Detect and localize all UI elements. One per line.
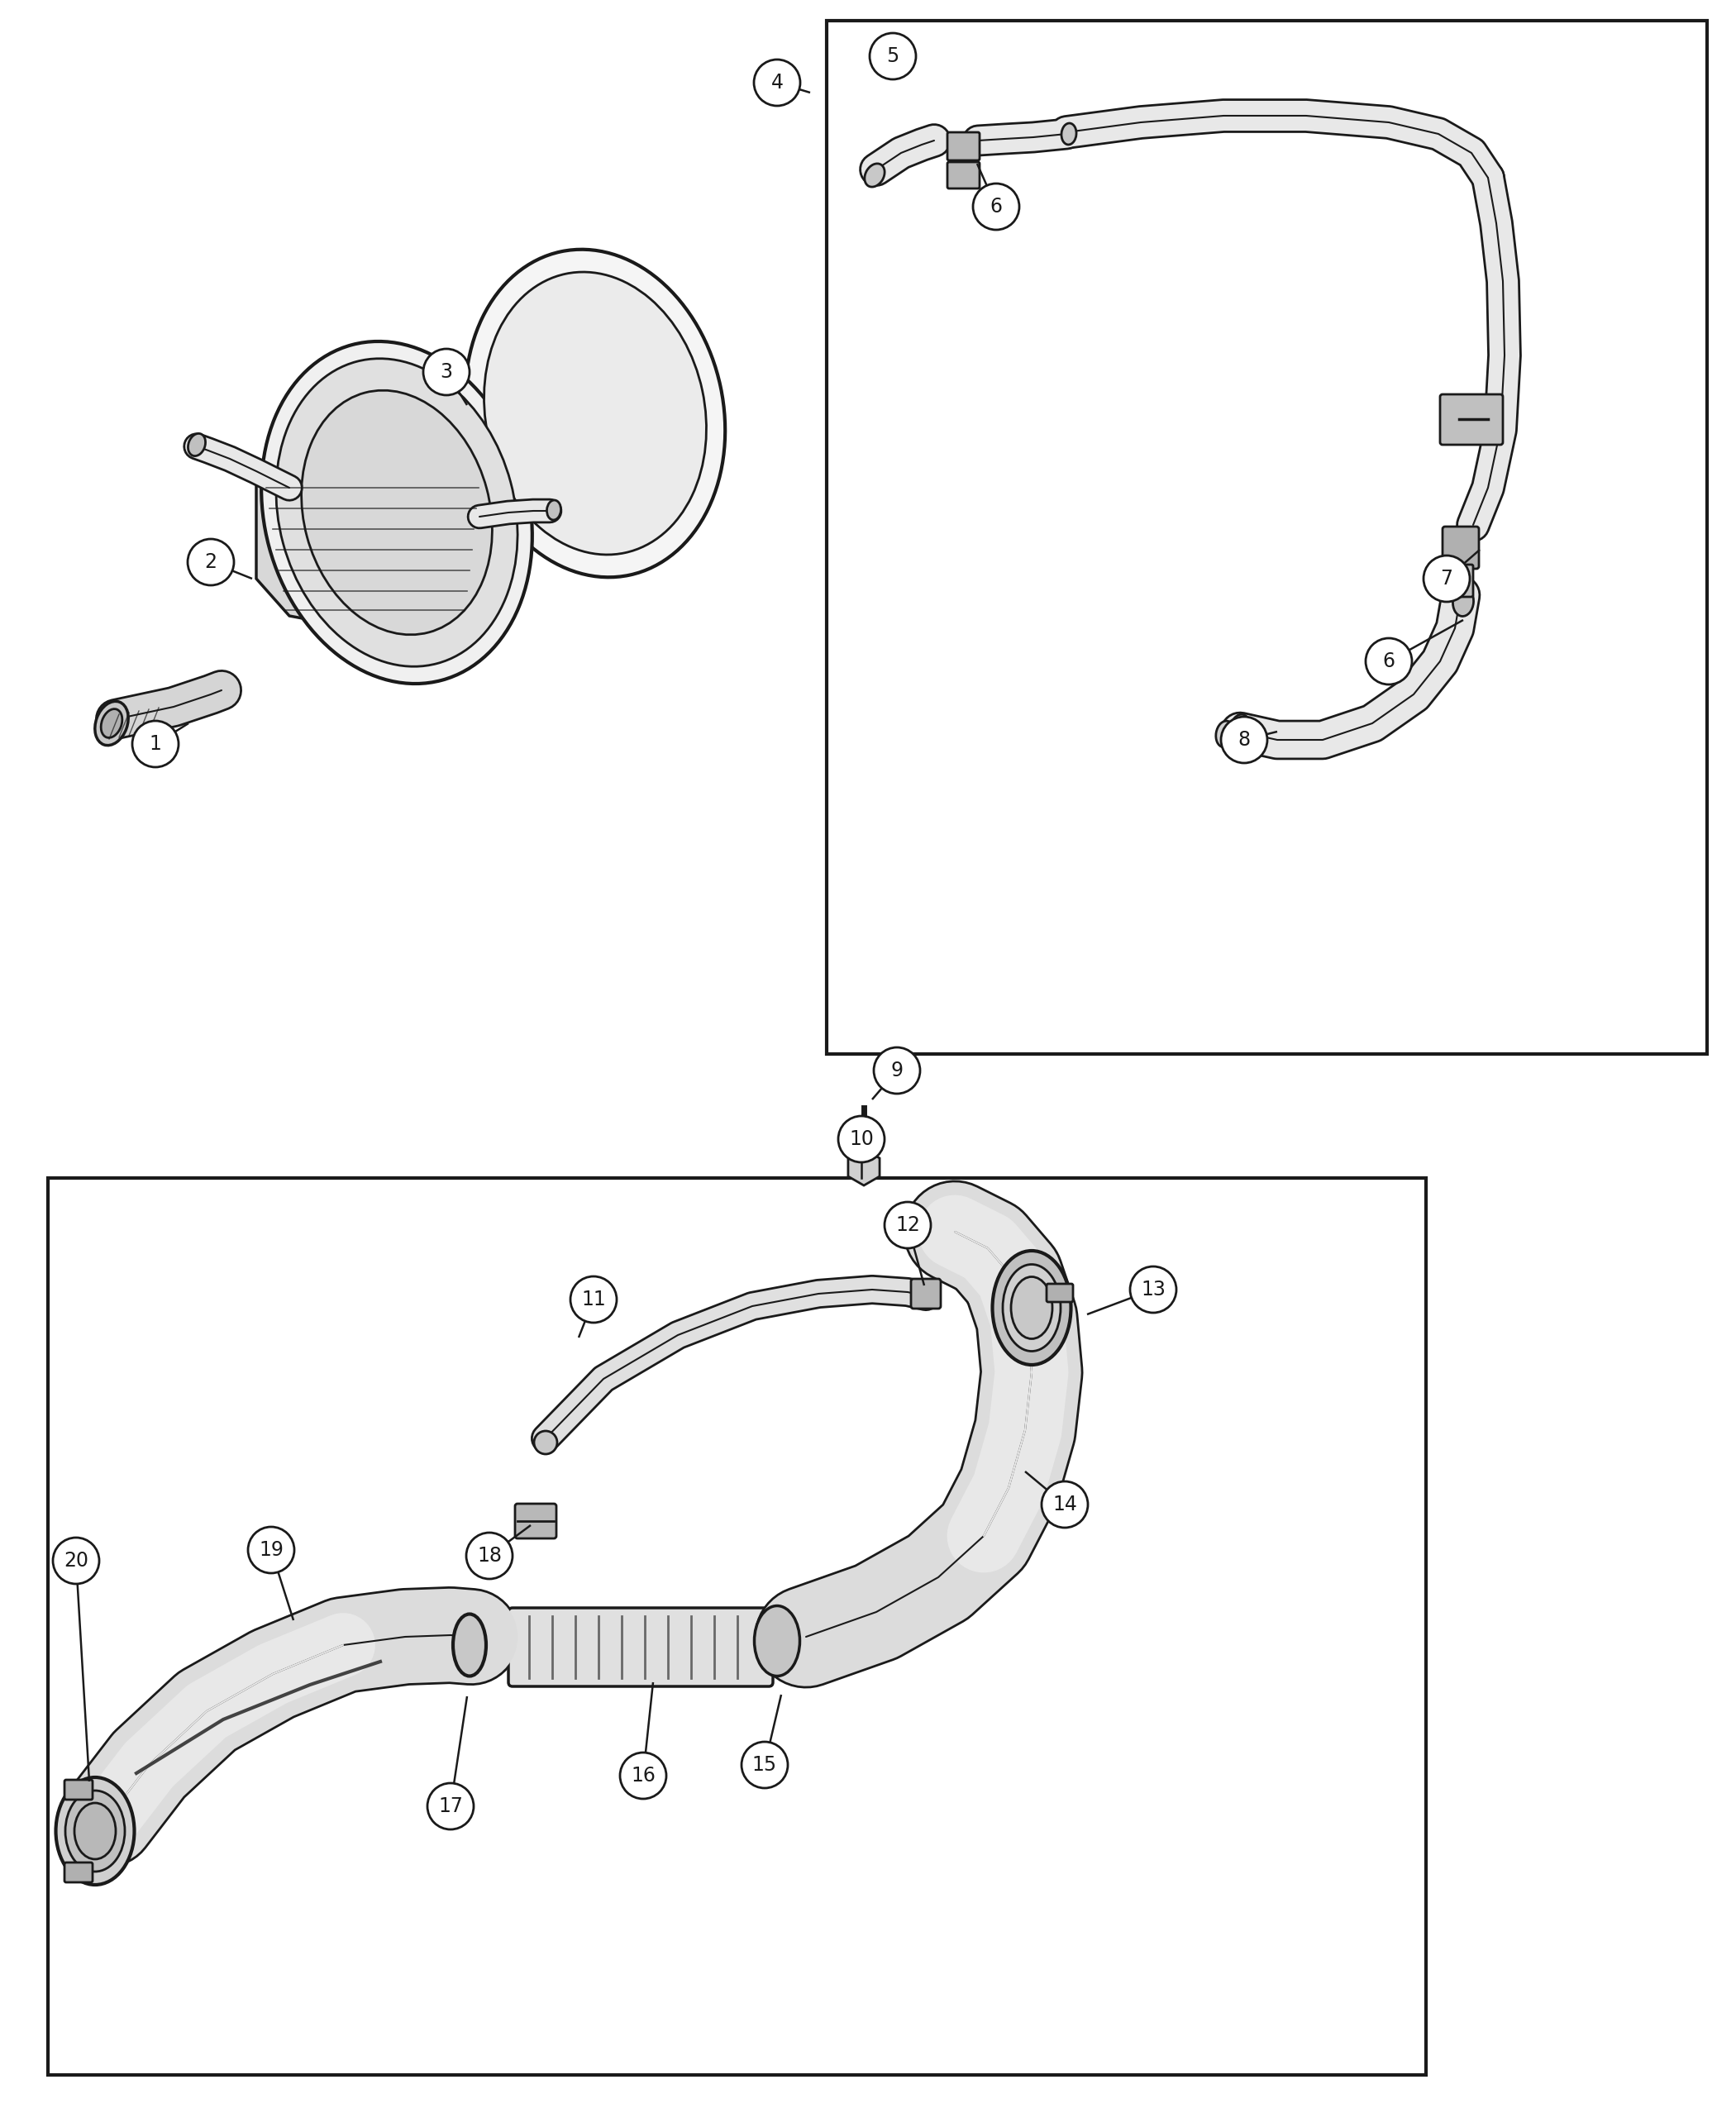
Ellipse shape (1229, 715, 1250, 746)
Circle shape (1130, 1267, 1177, 1313)
Text: 16: 16 (630, 1767, 656, 1785)
Ellipse shape (547, 500, 561, 521)
Circle shape (571, 1275, 616, 1322)
Circle shape (885, 1202, 930, 1248)
Text: 6: 6 (990, 196, 1002, 217)
Ellipse shape (1061, 122, 1076, 145)
Ellipse shape (993, 1250, 1071, 1364)
Text: 6: 6 (1382, 651, 1396, 670)
Circle shape (427, 1783, 474, 1830)
FancyBboxPatch shape (1441, 394, 1503, 445)
Bar (826, 21, 1706, 1054)
FancyBboxPatch shape (64, 1863, 92, 1882)
Ellipse shape (1453, 588, 1474, 616)
Ellipse shape (101, 708, 122, 738)
Ellipse shape (755, 1606, 800, 1676)
Ellipse shape (95, 702, 128, 746)
Ellipse shape (302, 390, 493, 635)
Circle shape (1424, 557, 1470, 601)
Ellipse shape (66, 1790, 125, 1872)
Text: 15: 15 (752, 1756, 778, 1775)
Circle shape (870, 34, 917, 80)
Text: 10: 10 (849, 1130, 873, 1149)
Bar (49, 1178, 1425, 2074)
Circle shape (535, 1431, 557, 1455)
FancyBboxPatch shape (948, 133, 979, 160)
Ellipse shape (262, 341, 533, 683)
Circle shape (1220, 717, 1267, 763)
Text: 12: 12 (896, 1214, 920, 1235)
Circle shape (838, 1115, 885, 1162)
Text: 2: 2 (205, 552, 217, 571)
Ellipse shape (187, 434, 205, 455)
Ellipse shape (484, 272, 707, 554)
Text: 20: 20 (64, 1551, 89, 1570)
Text: 18: 18 (477, 1545, 502, 1566)
Circle shape (467, 1533, 512, 1579)
FancyBboxPatch shape (948, 162, 979, 188)
Circle shape (132, 721, 179, 767)
Text: 7: 7 (1441, 569, 1453, 588)
Ellipse shape (1215, 721, 1234, 746)
Ellipse shape (1003, 1265, 1061, 1351)
Circle shape (972, 183, 1019, 230)
Ellipse shape (75, 1802, 116, 1859)
Circle shape (52, 1537, 99, 1583)
Text: 3: 3 (441, 363, 453, 382)
Circle shape (741, 1741, 788, 1788)
Polygon shape (257, 455, 496, 628)
Circle shape (873, 1048, 920, 1094)
Text: 8: 8 (1238, 729, 1250, 750)
Circle shape (248, 1526, 295, 1573)
FancyBboxPatch shape (911, 1280, 941, 1309)
Ellipse shape (453, 1615, 486, 1676)
FancyBboxPatch shape (509, 1608, 773, 1686)
Ellipse shape (56, 1777, 134, 1885)
Text: 13: 13 (1141, 1280, 1165, 1299)
Circle shape (1042, 1482, 1088, 1528)
Circle shape (424, 348, 469, 394)
Text: 17: 17 (437, 1796, 464, 1817)
Circle shape (1366, 639, 1411, 685)
Text: 1: 1 (149, 734, 161, 755)
Ellipse shape (276, 358, 517, 666)
Ellipse shape (465, 249, 726, 578)
Text: 5: 5 (887, 46, 899, 65)
Text: 19: 19 (259, 1541, 283, 1560)
FancyBboxPatch shape (1047, 1284, 1073, 1303)
FancyBboxPatch shape (516, 1503, 556, 1539)
Ellipse shape (865, 164, 885, 188)
Text: 4: 4 (771, 74, 783, 93)
Circle shape (187, 540, 234, 586)
FancyBboxPatch shape (1450, 565, 1474, 597)
Circle shape (620, 1752, 667, 1798)
Circle shape (753, 59, 800, 105)
FancyBboxPatch shape (64, 1779, 92, 1800)
Text: 11: 11 (582, 1290, 606, 1309)
Ellipse shape (1010, 1277, 1052, 1339)
Text: 9: 9 (891, 1060, 903, 1081)
FancyBboxPatch shape (1443, 527, 1479, 569)
Ellipse shape (849, 1136, 880, 1149)
Text: 14: 14 (1052, 1495, 1076, 1514)
